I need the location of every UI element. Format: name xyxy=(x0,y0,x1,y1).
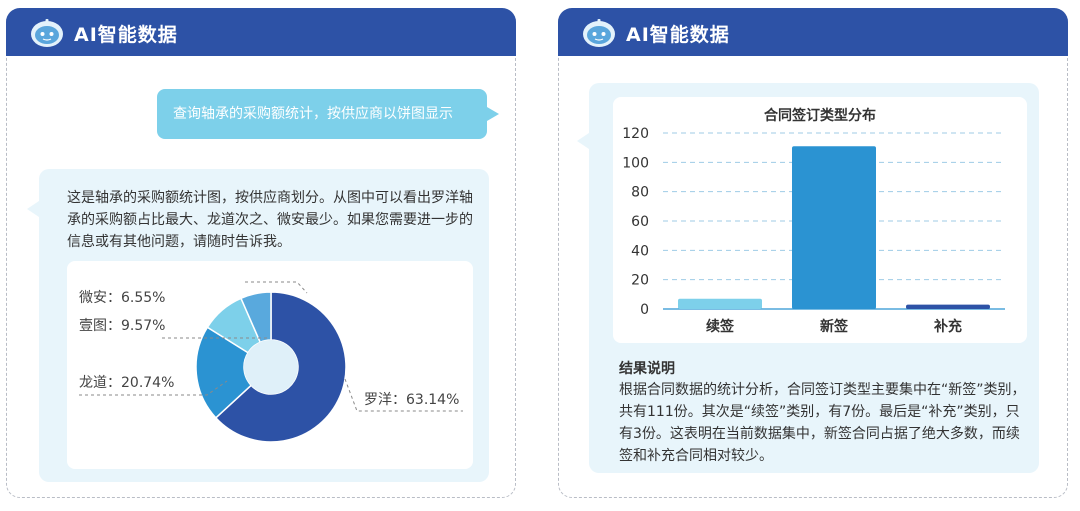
y-tick-label: 100 xyxy=(622,155,649,171)
leader-line-luoyang xyxy=(344,378,463,412)
pie-label-longdao: 龙道：20.74% xyxy=(79,375,175,391)
panel-header: AI智能数据 xyxy=(558,8,1068,56)
pie-label-luoyang: 罗洋：63.14% xyxy=(364,392,460,408)
x-tick-label: 续签 xyxy=(706,318,735,335)
robot-avatar-icon xyxy=(31,19,63,47)
bar-chart: 0 20 40 60 80 100 120 续签 新签 补充 xyxy=(622,126,1005,335)
header-title: AI智能数据 xyxy=(74,24,178,46)
user-message-bubble: 查询轴承的采购额统计，按供应商以饼图显示 xyxy=(157,89,499,139)
y-tick-label: 0 xyxy=(640,302,649,318)
bar-1 xyxy=(792,146,876,309)
y-tick-label: 20 xyxy=(631,273,649,289)
pie-center-hole xyxy=(244,340,298,394)
panel-header: AI智能数据 xyxy=(6,8,516,56)
pie-chart-card: 微安：6.55% 壹图：9.57% 龙道：20.74% 罗洋：63.14% xyxy=(67,261,473,469)
result-text: 根据合同数据的统计分析，合同签订类型主要集中在“新签”类别，共有111份。其次是… xyxy=(619,382,1026,464)
left-chat-panel: AI智能数据 查询轴承的采购额统计，按供应商以饼图显示 这是轴承的采购额统计图，… xyxy=(6,8,516,498)
x-tick-label: 新签 xyxy=(820,318,849,335)
y-tick-label: 60 xyxy=(631,214,649,230)
leader-line-longdao xyxy=(79,380,228,396)
header-title: AI智能数据 xyxy=(626,24,730,46)
assistant-message-text: 这是轴承的采购额统计图，按供应商划分。从图中可以看出罗洋轴承的采购额占比最大、龙… xyxy=(67,190,473,250)
pie-label-weian: 微安：6.55% xyxy=(79,290,166,306)
chart-title: 合同签订类型分布 xyxy=(764,108,876,124)
robot-avatar-icon xyxy=(583,19,615,47)
assistant-message-bubble: 这是轴承的采购额统计图，按供应商划分。从图中可以看出罗洋轴承的采购额占比最大、龙… xyxy=(27,169,489,482)
y-tick-label: 120 xyxy=(622,126,649,142)
y-tick-label: 40 xyxy=(631,243,649,259)
bar-2 xyxy=(906,304,990,309)
x-tick-label: 补充 xyxy=(933,318,962,335)
pie-label-yitu: 壹图：9.57% xyxy=(79,318,166,334)
bar-0 xyxy=(678,298,762,309)
user-message-text: 查询轴承的采购额统计，按供应商以饼图显示 xyxy=(173,106,453,122)
result-title: 结果说明 xyxy=(619,361,675,377)
assistant-message-bubble: 合同签订类型分布 0 20 40 60 80 100 120 续签 新签 补充 结果说明 根据合同… xyxy=(577,83,1039,473)
pie-chart xyxy=(79,281,463,443)
right-chat-panel: AI智能数据 合同签订类型分布 0 20 40 60 80 100 120 续签 新签 补充 结果… xyxy=(558,8,1068,498)
y-tick-label: 80 xyxy=(631,185,649,201)
leader-line-weian xyxy=(245,281,308,294)
bar-chart-card: 合同签订类型分布 0 20 40 60 80 100 120 续签 新签 补充 xyxy=(613,97,1027,343)
